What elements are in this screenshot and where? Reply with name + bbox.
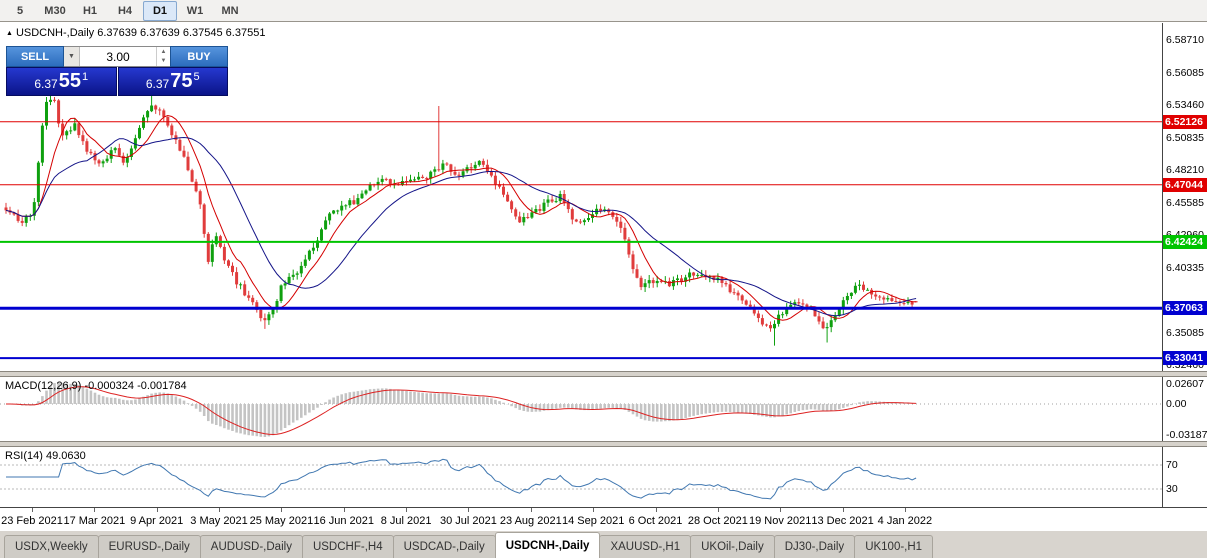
date-tick	[593, 508, 595, 512]
symbol-tab-audusd-daily[interactable]: AUDUSD-,Daily	[199, 535, 303, 558]
timeframe-button-mn[interactable]: MN	[221, 4, 239, 17]
volume-up-icon[interactable]: ▲	[160, 48, 167, 55]
sell-price[interactable]: 6.37 55 1	[6, 67, 117, 96]
sell-button[interactable]: SELL	[6, 46, 64, 67]
rsi-panel[interactable]	[0, 447, 1162, 507]
buy-button[interactable]: BUY	[170, 46, 228, 67]
macd-axis-zero: 0.00	[1166, 398, 1187, 410]
timeframe-button-h1[interactable]: H1	[82, 4, 98, 17]
price-line-badge: 6.47044	[1163, 178, 1207, 192]
timeframe-button-h4[interactable]: H4	[117, 4, 133, 17]
volume-control: ▼ 3.00 ▲ ▼	[64, 46, 170, 67]
date-tick	[219, 508, 221, 512]
chart-tab-bar: USDX,Weekly EURUSD-,Daily AUDUSD-,Daily USD…	[0, 531, 1207, 558]
buy-price-base: 6.37	[145, 77, 170, 91]
timeframe-button-d1[interactable]: D1	[143, 0, 177, 21]
symbol-tab-ukoil-daily[interactable]: UKOil-,Daily	[690, 535, 775, 558]
macd-label: MACD(12,26,9) -0.000324 -0.001784	[5, 380, 187, 392]
date-axis-label: 8 Jul 2021	[380, 515, 432, 527]
macd-axis-min: -0.03187	[1166, 429, 1207, 441]
price-axis-tick: 6.45585	[1166, 197, 1204, 209]
date-tick	[842, 508, 844, 512]
price-axis-tick: 6.58710	[1166, 34, 1204, 46]
rsi-axis-level: 70	[1166, 459, 1178, 471]
date-tick	[780, 508, 782, 512]
price-axis-tick: 6.35085	[1166, 327, 1204, 339]
symbol-tab-usdx-weekly[interactable]: USDX,Weekly	[4, 535, 99, 558]
symbol-tab-usdcnh-daily[interactable]: USDCNH-,Daily	[494, 532, 601, 558]
symbol-tab-uk100-h1[interactable]: UK100-,H1	[854, 535, 934, 558]
symbol-tab-xauusd-h1[interactable]: XAUUSD-,H1	[599, 535, 692, 558]
date-axis-label: 23 Aug 2021	[499, 515, 562, 527]
timeframe-button-m30[interactable]: M30	[44, 4, 66, 17]
buy-price-big: 75	[170, 70, 193, 92]
date-axis-label: 9 Apr 2021	[130, 515, 184, 527]
price-line-badge: 6.52126	[1163, 115, 1207, 129]
date-axis-label: 19 Nov 2021	[748, 515, 812, 527]
date-axis-label: 14 Sep 2021	[561, 515, 625, 527]
timeframe-toolbar: 5 M30 H1 H4 D1 W1 MN	[0, 0, 1207, 22]
buy-price[interactable]: 6.37 75 5	[117, 67, 228, 96]
price-axis-tick: 6.53460	[1166, 99, 1204, 111]
price-axis[interactable]: 6.58710 6.56085 6.53460 6.50835 6.48210 6.455…	[1162, 23, 1207, 507]
date-tick	[717, 508, 719, 512]
volume-down-icon[interactable]: ▼	[160, 58, 167, 65]
macd-panel[interactable]	[0, 377, 1162, 441]
volume-value[interactable]: 3.00	[106, 49, 130, 64]
date-tick	[904, 508, 906, 512]
date-tick	[343, 508, 345, 512]
symbol-tab-eurusd-daily[interactable]: EURUSD-,Daily	[97, 535, 201, 558]
macd-axis-max: 0.02607	[1166, 378, 1204, 390]
date-axis-label: 30 Jul 2021	[439, 515, 497, 527]
volume-dropdown-icon[interactable]: ▼	[64, 47, 80, 66]
sell-price-base: 6.37	[34, 77, 58, 91]
panel-splitter-macd[interactable]	[0, 371, 1207, 377]
price-axis-tick: 6.50835	[1166, 132, 1204, 144]
date-tick	[655, 508, 657, 512]
date-axis-label: 13 Dec 2021	[811, 515, 874, 527]
price-axis-tick: 6.40335	[1166, 262, 1204, 274]
timeframe-button-w1[interactable]: W1	[186, 4, 204, 17]
symbol-tab-usdchf-h4[interactable]: USDCHF-,H4	[301, 535, 394, 558]
date-axis-label: 28 Oct 2021	[687, 515, 748, 527]
price-axis-tick: 6.56085	[1166, 67, 1204, 79]
panel-splitter-rsi[interactable]	[0, 441, 1207, 447]
date-tick	[281, 508, 283, 512]
price-line-badge: 6.33041	[1163, 351, 1207, 365]
rsi-label: RSI(14) 49.0630	[5, 450, 86, 462]
price-line-badge: 6.42424	[1163, 235, 1207, 249]
chart-title: ▲ USDCNH-,Daily 6.37639 6.37639 6.37545 …	[6, 27, 265, 39]
date-tick	[406, 508, 408, 512]
date-axis[interactable]: 23 Feb 2021 17 Mar 2021 9 Apr 2021 3 May 20…	[0, 507, 1207, 531]
chart-collapse-icon[interactable]: ▲	[6, 29, 13, 37]
date-axis-label: 23 Feb 2021	[1, 515, 63, 527]
chart-title-text: USDCNH-,Daily 6.37639 6.37639 6.37545 6.…	[15, 27, 266, 39]
sell-price-sup: 1	[81, 71, 89, 83]
timeframe-button-5[interactable]: 5	[16, 4, 24, 17]
date-axis-label: 4 Jan 2022	[877, 515, 933, 527]
date-axis-label: 17 Mar 2021	[63, 515, 126, 527]
rsi-axis-level: 30	[1166, 483, 1178, 495]
symbol-tab-usdcad-daily[interactable]: USDCAD-,Daily	[392, 535, 496, 558]
date-tick	[32, 508, 33, 512]
date-tick	[156, 508, 158, 512]
date-tick	[530, 508, 532, 512]
one-click-trading-panel: SELL ▼ 3.00 ▲ ▼ BUY 6.37 55 1 6.37 75 5	[6, 46, 228, 96]
date-axis-label: 6 Oct 2021	[628, 515, 683, 527]
date-axis-label: 3 May 2021	[190, 515, 248, 527]
date-tick	[94, 508, 96, 512]
price-axis-tick: 6.48210	[1166, 164, 1204, 176]
volume-spinner: ▲ ▼	[156, 47, 170, 66]
price-line-badge: 6.37063	[1163, 301, 1207, 315]
date-axis-label: 25 May 2021	[249, 515, 314, 527]
symbol-tab-dj30-daily[interactable]: DJ30-,Daily	[773, 535, 856, 558]
sell-price-big: 55	[58, 70, 81, 92]
date-tick	[468, 508, 470, 512]
buy-price-sup: 5	[193, 71, 200, 83]
date-axis-label: 16 Jun 2021	[313, 515, 375, 527]
